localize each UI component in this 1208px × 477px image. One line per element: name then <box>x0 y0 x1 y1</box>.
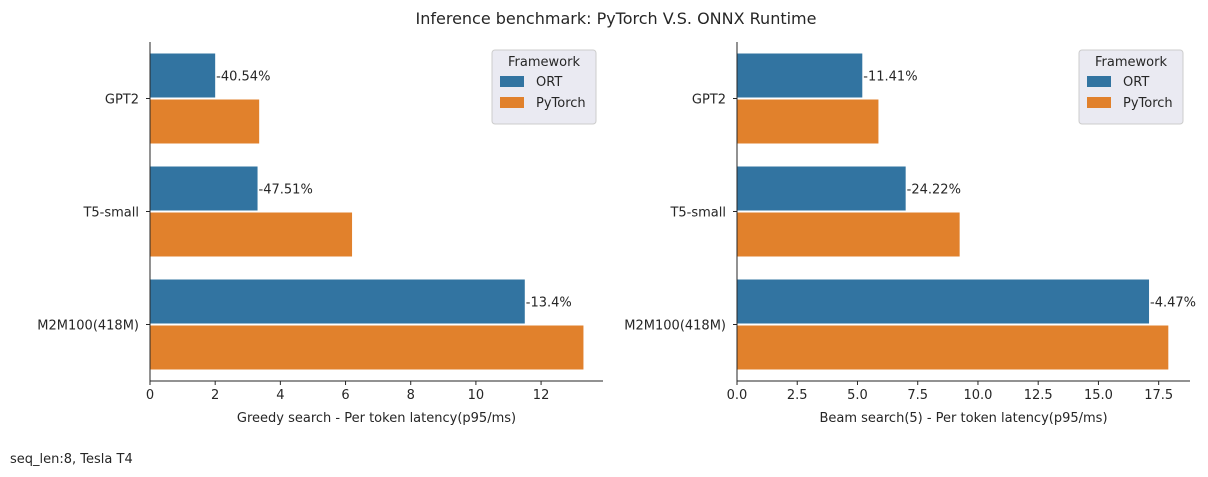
x-tick-label: 8 <box>407 388 415 403</box>
beam-search-panel: -11.41% GPT2 -24.22% T5-small -4.47% M2M100(4… <box>624 42 1196 426</box>
x-tick-label: 12 <box>533 388 550 403</box>
x-tick-label: 2 <box>211 388 219 403</box>
x-tick-label: 6 <box>341 388 349 403</box>
y-tick-label: M2M100(418M) <box>624 319 726 334</box>
data-label: -13.4% <box>526 296 572 311</box>
y-tick-label: M2M100(418M) <box>37 319 139 334</box>
y-tick-label: GPT2 <box>105 93 139 108</box>
legend: Framework ORT PyTorch <box>1078 49 1184 125</box>
legend-title: Framework <box>1095 55 1167 70</box>
bar-pytorch-m2m100-418m- <box>737 325 1169 370</box>
x-tick-label: 7.5 <box>907 388 928 403</box>
data-label: -40.54% <box>216 70 270 85</box>
bar-pytorch-t5-small <box>150 212 353 257</box>
legend-label-pytorch: PyTorch <box>1123 96 1173 111</box>
legend-label-ort: ORT <box>536 75 562 90</box>
legend-swatch-pytorch <box>1087 97 1111 108</box>
x-axis-label: Greedy search - Per token latency(p95/ms… <box>237 411 516 426</box>
data-label: -47.51% <box>259 183 313 198</box>
legend-swatch-ort <box>500 76 524 87</box>
x-tick-label: 4 <box>276 388 284 403</box>
bar-ort-m2m100-418m- <box>150 279 525 324</box>
bar-ort-gpt2 <box>737 53 863 98</box>
data-label: -4.47% <box>1150 296 1196 311</box>
x-tick-label: 10.0 <box>963 388 992 403</box>
x-tick-label: 5.0 <box>847 388 868 403</box>
bar-ort-gpt2 <box>150 53 216 98</box>
x-tick-label: 2.5 <box>787 388 808 403</box>
y-tick-label: T5-small <box>82 206 139 221</box>
bar-pytorch-gpt2 <box>737 99 879 144</box>
legend-title: Framework <box>508 55 580 70</box>
x-tick-label: 12.5 <box>1024 388 1053 403</box>
legend: Framework ORT PyTorch <box>491 49 597 125</box>
bar-pytorch-t5-small <box>737 212 960 257</box>
bar-pytorch-gpt2 <box>150 99 260 144</box>
bar-ort-t5-small <box>150 166 258 211</box>
legend-label-pytorch: PyTorch <box>536 96 586 111</box>
figure-title: Inference benchmark: PyTorch V.S. ONNX R… <box>416 9 817 28</box>
x-tick-label: 17.5 <box>1144 388 1173 403</box>
legend-swatch-pytorch <box>500 97 524 108</box>
y-tick-label: GPT2 <box>692 93 726 108</box>
figure-caption: seq_len:8, Tesla T4 <box>10 452 133 467</box>
bar-pytorch-m2m100-418m- <box>150 325 584 370</box>
data-label: -24.22% <box>907 183 961 198</box>
data-label: -11.41% <box>863 70 917 85</box>
bar-ort-m2m100-418m- <box>737 279 1150 324</box>
x-tick-label: 0 <box>146 388 154 403</box>
x-tick-label: 10 <box>468 388 485 403</box>
bar-ort-t5-small <box>737 166 906 211</box>
legend-label-ort: ORT <box>1123 75 1149 90</box>
x-tick-label: 15.0 <box>1084 388 1113 403</box>
legend-swatch-ort <box>1087 76 1111 87</box>
greedy-search-panel: -40.54% GPT2 -47.51% T5-small -13.4% M2M100(4… <box>37 42 603 426</box>
y-tick-label: T5-small <box>669 206 726 221</box>
x-tick-label: 0.0 <box>727 388 748 403</box>
x-axis-label: Beam search(5) - Per token latency(p95/m… <box>819 411 1107 426</box>
